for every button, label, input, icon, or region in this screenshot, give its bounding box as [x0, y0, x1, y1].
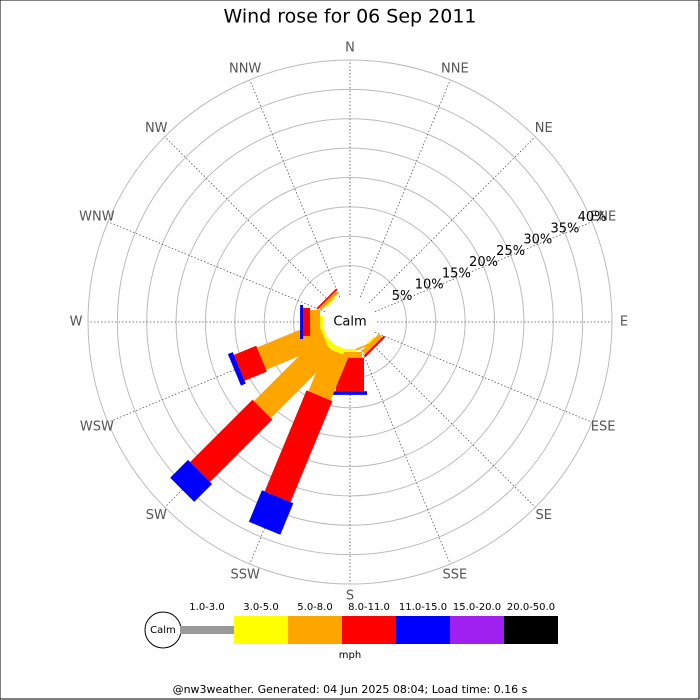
rose-segment [248, 490, 294, 535]
legend-swatch [180, 626, 234, 634]
legend-label: 15.0-20.0 [453, 602, 501, 613]
spoke [368, 136, 536, 304]
rose-segment [227, 352, 246, 386]
spoke [164, 136, 332, 304]
rose-segment [233, 345, 267, 381]
legend-label: 1.0-3.0 [189, 602, 224, 613]
legend-label: 8.0-11.0 [348, 602, 390, 613]
units: mph [339, 650, 361, 661]
rose-segment [308, 347, 349, 401]
rose-segment [316, 288, 338, 310]
legend-swatch [504, 616, 558, 644]
calm-circle [324, 296, 376, 348]
rose-segment [253, 336, 336, 419]
direction-label: E [620, 315, 628, 330]
rose-segment [322, 336, 336, 350]
rose-segment [320, 326, 328, 339]
rose-segment [344, 349, 356, 352]
direction-label: W [70, 315, 83, 330]
rose-segment [333, 391, 367, 395]
rose-segment [310, 310, 321, 334]
legend-label: 11.0-15.0 [399, 602, 447, 613]
legend-label: 20.0-50.0 [507, 602, 555, 613]
direction-label: WNW [79, 210, 115, 225]
spoke [249, 79, 341, 298]
calm-label: Calm [333, 315, 366, 330]
direction-label: NNE [441, 61, 469, 76]
direction-label: SE [536, 508, 552, 523]
ring-label: 25% [496, 244, 525, 259]
ring [116, 88, 584, 556]
ring-label: 40% [578, 210, 607, 225]
spoke [374, 221, 593, 313]
direction-label: SSW [230, 568, 260, 583]
rose-segment [300, 305, 304, 339]
rose-segment [319, 291, 339, 311]
ring-label: 20% [469, 255, 498, 270]
legend-swatch [288, 616, 342, 644]
legend-swatch [450, 616, 504, 644]
direction-label: NW [145, 121, 168, 136]
rose-segment [190, 399, 273, 482]
direction-label: NNW [229, 61, 261, 76]
direction-label: S [346, 589, 354, 604]
legend-swatch [234, 616, 288, 644]
direction-label: NE [535, 121, 553, 136]
rose-segment [320, 316, 323, 328]
ring-label: 15% [442, 266, 471, 281]
spoke [368, 340, 536, 508]
direction-label: SW [146, 508, 167, 523]
legend-label: 5.0-8.0 [297, 602, 332, 613]
ring-label: 5% [392, 289, 413, 304]
legend-swatch [396, 616, 450, 644]
ring-label: 10% [415, 278, 444, 293]
ring-label: 35% [550, 221, 579, 236]
ring-label: 30% [523, 233, 552, 248]
spoke [107, 221, 326, 313]
spoke [359, 79, 451, 298]
ring [205, 177, 495, 467]
rose-segment [303, 308, 311, 336]
direction-label: WSW [80, 419, 114, 434]
spoke [359, 346, 451, 565]
legend-swatch [342, 616, 396, 644]
direction-label: N [345, 41, 355, 56]
footer: @nw3weather. Generated: 04 Jun 2025 08:0… [173, 683, 528, 696]
direction-label: ENE [590, 210, 616, 225]
rose-segment [264, 390, 333, 503]
ring [263, 235, 437, 409]
rose-segment [331, 344, 346, 355]
chart-title: Wind rose for 06 Sep 2011 [223, 6, 476, 28]
rose-segment [170, 459, 213, 502]
spoke [374, 331, 593, 423]
rose-segment [363, 335, 386, 358]
legend-calm-label: Calm [150, 625, 176, 636]
direction-label: ESE [591, 419, 616, 434]
direction-label: SSE [442, 568, 467, 583]
ring [175, 147, 525, 497]
rose-segment [325, 297, 336, 308]
legend-label: 3.0-5.0 [243, 602, 278, 613]
